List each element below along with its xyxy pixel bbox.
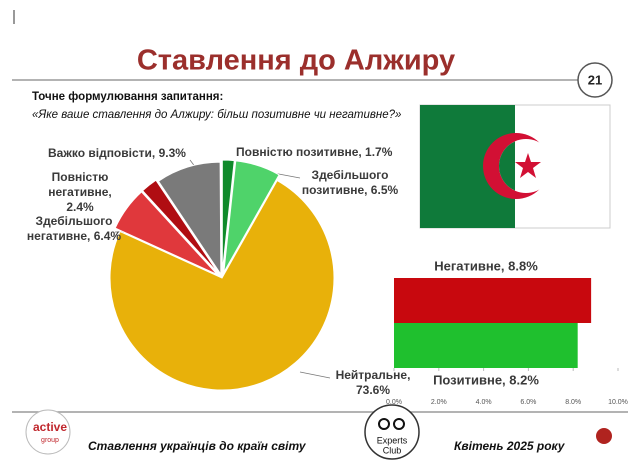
footer-date: Квітень 2025 року: [454, 439, 566, 453]
pie-slice: [141, 179, 219, 274]
x-tick-label: 2.0%: [431, 399, 447, 406]
club-text: Club: [383, 445, 402, 455]
question-text: «Яке ваше ставлення до Алжиру: більш поз…: [32, 109, 401, 121]
pie-slice: [221, 159, 235, 273]
crescent-cut-green: [499, 141, 515, 191]
bar-label: Позитивне, 8.2%: [433, 372, 539, 387]
bar: [394, 278, 592, 323]
question-label: Точне формулювання запитання:: [32, 91, 223, 103]
pie-label: Повністю негативне, 2.4%: [48, 170, 112, 214]
pie-label: Повністю позитивне, 1.7%: [236, 145, 393, 159]
pie-label: Здебільшого негативне, 6.4%: [26, 214, 122, 243]
logo-circle: [25, 409, 71, 455]
page-badge: [577, 62, 613, 98]
pie-label: Нейтральне, 73.6%: [335, 368, 411, 397]
pie-slice: [223, 160, 280, 273]
bar: [394, 323, 578, 368]
leader-line: [299, 371, 331, 379]
logo-group: group: [41, 437, 59, 444]
page-number: 21: [588, 72, 602, 87]
flag-star: [515, 153, 541, 178]
footer-caption: Ставлення українців до країн світу: [88, 439, 307, 453]
x-tick-label: 4.0%: [476, 399, 492, 406]
pie-slice: [157, 161, 222, 276]
experts-text: Experts: [377, 435, 408, 445]
x-tick-label: 10.0%: [608, 399, 628, 406]
experts-circle: [364, 404, 420, 460]
logo-active: active: [33, 420, 67, 434]
glasses: [393, 418, 405, 430]
flag: [419, 104, 611, 229]
x-tick-label: 8.0%: [565, 399, 581, 406]
slide-title: Ставлення до Алжиру: [137, 45, 455, 77]
x-tick-label: 0.0%: [386, 399, 402, 406]
pie-slice: [109, 179, 335, 391]
bar-label: Негативне, 8.8%: [434, 258, 538, 273]
pie-label: Здебільшого позитивне, 6.5%: [301, 168, 399, 197]
x-tick-label: 6.0%: [520, 399, 536, 406]
pie-slice: [114, 191, 218, 275]
footer-dot: [596, 428, 612, 444]
glasses: [378, 418, 390, 430]
pie-label: Важко відповісти, 9.3%: [48, 146, 186, 160]
